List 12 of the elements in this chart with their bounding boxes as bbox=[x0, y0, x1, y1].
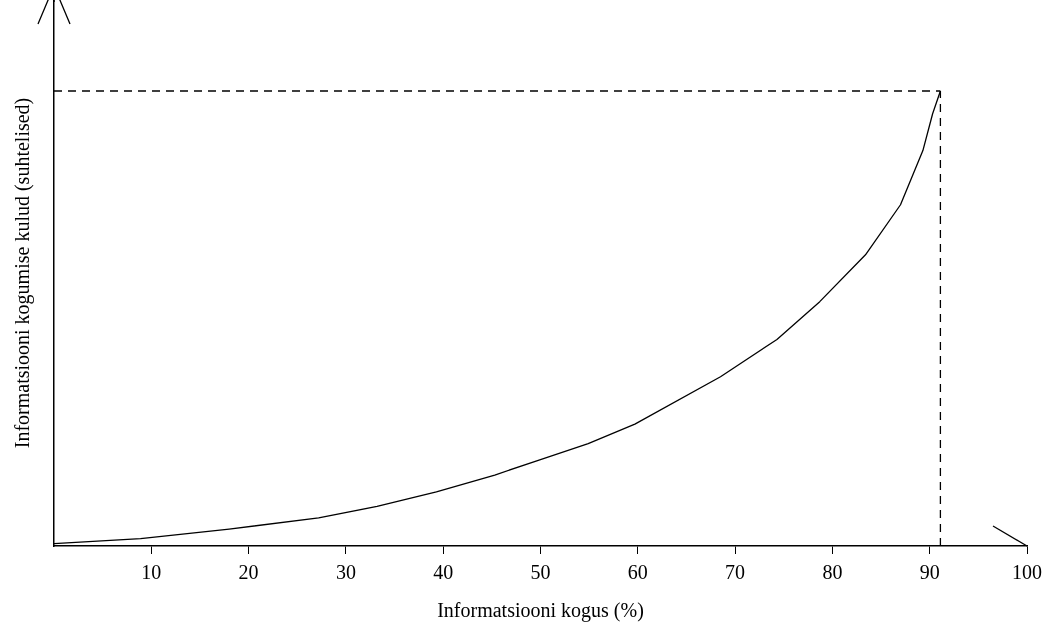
x-tick-label: 100 bbox=[1012, 561, 1042, 584]
y-axis-title: Informatsiooni kogumise kulud (suhtelised) bbox=[11, 97, 35, 449]
x-tick-label: 40 bbox=[433, 561, 454, 584]
x-tick-label: 60 bbox=[627, 561, 648, 584]
x-tick-label: 80 bbox=[822, 561, 843, 584]
x-tick-label: 90 bbox=[919, 561, 940, 584]
x-axis-title: Informatsiooni kogus (%) bbox=[437, 599, 644, 623]
x-tick-label: 30 bbox=[335, 561, 356, 584]
x-tick-label: 10 bbox=[141, 561, 162, 584]
x-tick-label: 50 bbox=[530, 561, 551, 584]
x-tick-label: 70 bbox=[725, 561, 746, 584]
x-tick-label: 20 bbox=[238, 561, 259, 584]
